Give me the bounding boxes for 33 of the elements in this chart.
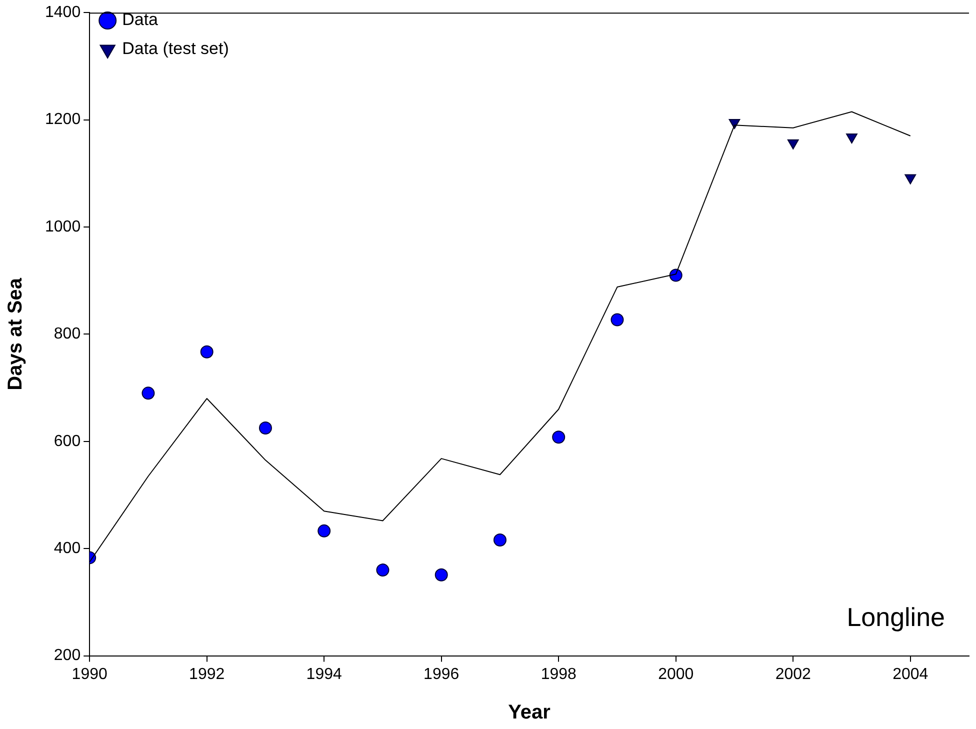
point xyxy=(200,345,214,358)
y-tick-label: 600 xyxy=(54,432,81,450)
point xyxy=(318,524,331,538)
y-axis-title: Days at Sea xyxy=(4,277,27,390)
x-tick-label: 2002 xyxy=(775,666,812,683)
point xyxy=(610,313,624,326)
point xyxy=(493,534,506,547)
point xyxy=(552,430,566,444)
y-tick-label: 800 xyxy=(54,326,81,343)
x-tick-label: 1996 xyxy=(424,666,460,683)
x-axis-title: Year xyxy=(508,702,551,724)
x-tick-label: 1992 xyxy=(189,666,225,683)
y-tick-label: 1000 xyxy=(45,218,81,236)
x-tick-label: 1990 xyxy=(72,666,108,683)
x-tick-label: 2000 xyxy=(658,666,694,683)
y-tick-label: 200 xyxy=(54,647,81,664)
point xyxy=(787,139,799,150)
point xyxy=(434,568,448,582)
point xyxy=(142,386,155,400)
point xyxy=(846,133,858,144)
point xyxy=(669,268,682,282)
legend-label: Data xyxy=(122,10,159,30)
x-tick-label: 1994 xyxy=(306,666,342,683)
y-tick-label: 1200 xyxy=(45,111,81,128)
point xyxy=(376,564,390,577)
x-tick-label: 2004 xyxy=(892,666,928,683)
legend-label: Data (test set) xyxy=(122,39,229,58)
annotation: Longline xyxy=(846,602,945,632)
point xyxy=(258,422,272,434)
point xyxy=(904,174,916,184)
y-tick-label: 400 xyxy=(54,540,81,558)
y-tick-label: 1400 xyxy=(45,4,81,22)
x-tick-label: 1998 xyxy=(540,666,577,683)
